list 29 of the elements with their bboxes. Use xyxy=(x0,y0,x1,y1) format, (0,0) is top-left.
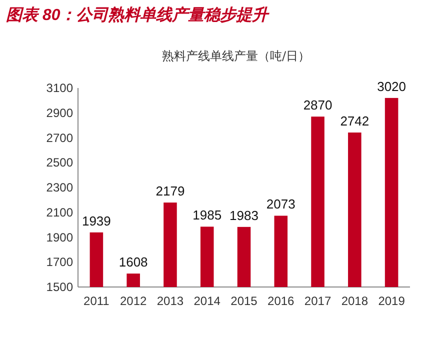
data-label: 2179 xyxy=(156,184,185,199)
y-tick-label: 2900 xyxy=(46,106,74,120)
y-tick-label: 1500 xyxy=(46,280,74,294)
x-tick-label: 2019 xyxy=(378,294,406,308)
data-label: 3020 xyxy=(377,78,406,94)
x-tick-label: 2015 xyxy=(230,294,258,308)
data-label: 1608 xyxy=(118,254,148,270)
y-tick-label: 1700 xyxy=(46,255,74,270)
x-tick-label: 2018 xyxy=(341,294,368,308)
y-tick-label: 2500 xyxy=(46,156,74,170)
data-label: 2742 xyxy=(340,114,370,129)
data-label: 1985 xyxy=(192,208,222,223)
y-tick-label: 2700 xyxy=(46,130,74,145)
data-label: 2073 xyxy=(266,196,296,212)
y-tick-label: 2300 xyxy=(46,180,74,194)
data-label: 1939 xyxy=(82,213,111,228)
y-tick-label: 3100 xyxy=(46,81,74,95)
x-tick-label: 2013 xyxy=(156,294,184,308)
data-label: 1983 xyxy=(230,208,258,223)
y-tick-label: 2100 xyxy=(46,205,74,220)
chart-title: 图表 80：公司熟料单线产量稳步提升 xyxy=(6,6,270,24)
x-tick-label: 2017 xyxy=(304,294,332,308)
data-label: 2870 xyxy=(303,98,332,113)
x-tick-label: 2016 xyxy=(268,294,295,308)
x-tick-label: 2011 xyxy=(84,294,110,308)
y-tick-label: 1900 xyxy=(46,230,74,244)
chart-subtitle: 熟料产线单线产量（吨/日） xyxy=(162,49,310,63)
x-tick-label: 2014 xyxy=(194,294,221,308)
x-tick-label: 2012 xyxy=(120,294,148,308)
